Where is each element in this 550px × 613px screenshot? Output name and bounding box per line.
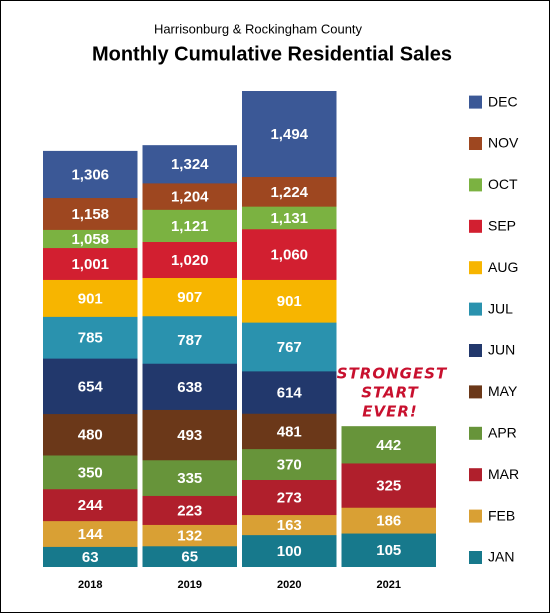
legend-swatch	[469, 344, 482, 357]
bar-value-label: 1,224	[270, 184, 308, 201]
bar-value-label: 481	[277, 423, 302, 440]
bar-value-label: 767	[277, 339, 302, 356]
legend-item: JAN	[469, 549, 514, 565]
bar-value-label: 787	[177, 332, 202, 349]
bar	[242, 535, 337, 567]
bar-value-label: 186	[376, 513, 401, 530]
bar-value-label: 1,204	[171, 189, 209, 206]
bar-value-label: 907	[177, 289, 202, 306]
bar-value-label: 163	[277, 517, 302, 534]
bar-value-label: 132	[177, 528, 202, 545]
bar-value-label: 65	[181, 549, 198, 566]
bar-value-label: 1,324	[171, 156, 209, 173]
legend-swatch	[469, 95, 482, 109]
legend-item: MAY	[469, 383, 518, 399]
bar-value-label: 223	[177, 502, 202, 519]
bar-value-label: 1,001	[71, 256, 109, 273]
legend-swatch	[469, 178, 482, 192]
legend-swatch	[469, 426, 482, 440]
legend-item: FEB	[469, 507, 515, 523]
legend-swatch	[469, 302, 482, 316]
bar-value-label: 493	[177, 427, 202, 444]
bar-value-label: 244	[78, 497, 104, 514]
bar	[341, 533, 436, 567]
bar	[43, 546, 138, 567]
legend-label: FEB	[488, 507, 515, 523]
x-tick-label: 2018	[78, 579, 102, 591]
legend-swatch	[469, 509, 482, 523]
bar-value-label: 1,020	[171, 252, 209, 269]
legend-label: AUG	[488, 259, 518, 275]
annotation-line: START	[361, 384, 419, 402]
bar-value-label: 785	[78, 330, 103, 347]
bar-value-label: 901	[277, 293, 302, 310]
legend-item: JUL	[469, 300, 513, 316]
legend-item: JUN	[469, 342, 515, 358]
bar-value-label: 350	[78, 464, 103, 481]
legend-item: AUG	[469, 259, 518, 275]
bar-value-label: 335	[177, 470, 202, 487]
bar-value-label: 1,058	[71, 231, 109, 248]
legend-item: DEC	[469, 93, 518, 109]
legend-label: NOV	[488, 135, 519, 151]
legend-item: APR	[469, 425, 517, 441]
legend-label: MAR	[488, 466, 519, 482]
bar-value-label: 901	[78, 290, 103, 307]
bar-value-label: 1,121	[171, 218, 209, 235]
legend-label: SEP	[488, 218, 516, 234]
legend-label: DEC	[488, 93, 518, 109]
legend-swatch	[469, 219, 482, 233]
bar-value-label: 63	[82, 549, 99, 566]
legend-label: JUL	[488, 300, 513, 316]
annotation-line: EVER!	[362, 403, 418, 421]
bar-value-label: 654	[78, 378, 104, 395]
bar-value-label: 614	[277, 385, 303, 402]
legend-label: JAN	[488, 549, 514, 565]
bar	[142, 546, 237, 567]
legend-item: NOV	[469, 135, 519, 151]
bar-value-label: 370	[277, 457, 302, 474]
x-tick-label: 2021	[377, 579, 401, 591]
legend-item: OCT	[469, 176, 518, 192]
legend-swatch	[469, 137, 482, 150]
annotation: STRONGEST START EVER!	[337, 365, 448, 421]
bar-value-label: 1,494	[270, 126, 308, 143]
bar-value-label: 442	[376, 437, 401, 454]
legend-label: OCT	[488, 176, 518, 192]
chart-title: Monthly Cumulative Residential Sales	[92, 43, 452, 65]
bar-value-label: 100	[277, 543, 302, 560]
bar-value-label: 1,158	[71, 206, 109, 223]
legend-swatch	[469, 468, 482, 482]
legend-item: SEP	[469, 218, 516, 234]
chart-subtitle: Harrisonburg & Rockingham County	[154, 21, 363, 36]
legend-label: APR	[488, 425, 517, 441]
x-tick-label: 2020	[277, 579, 301, 591]
legend-label: MAY	[488, 383, 518, 399]
bar-value-label: 325	[376, 478, 401, 495]
bar-value-label: 1,060	[270, 247, 308, 264]
bar-value-label: 105	[376, 542, 401, 559]
legend-item: MAR	[469, 466, 519, 482]
x-tick-label: 2019	[178, 579, 202, 591]
annotation-line: STRONGEST	[337, 365, 448, 383]
bar-value-label: 273	[277, 490, 302, 507]
legend-swatch	[469, 261, 482, 275]
bar-value-label: 1,131	[270, 210, 308, 227]
legend-label: JUN	[488, 342, 515, 358]
bar-value-label: 480	[78, 427, 103, 444]
bar-value-label: 1,306	[71, 166, 109, 183]
bar-value-label: 144	[78, 526, 104, 543]
legend-swatch	[469, 551, 482, 564]
bar-value-label: 638	[177, 379, 202, 396]
legend-swatch	[469, 385, 482, 399]
